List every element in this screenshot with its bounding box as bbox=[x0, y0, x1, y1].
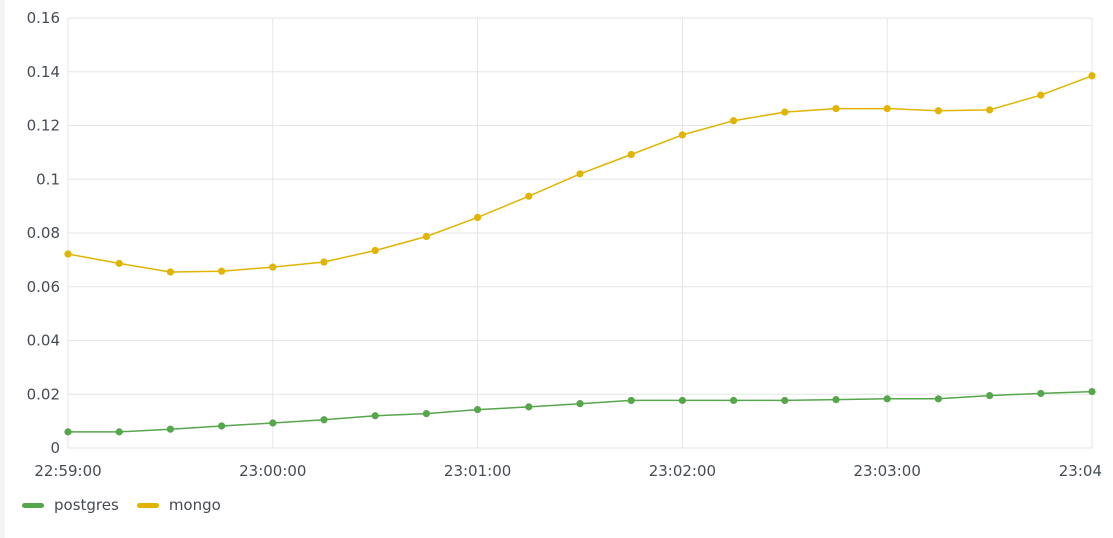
y-tick-label: 0.16 bbox=[27, 9, 60, 27]
legend-label: mongo bbox=[168, 496, 221, 514]
x-tick-label: 23:01:00 bbox=[444, 462, 511, 480]
data-point-mongo[interactable] bbox=[115, 259, 123, 267]
data-point-postgres[interactable] bbox=[474, 405, 482, 414]
data-point-mongo[interactable] bbox=[1088, 72, 1096, 80]
data-point-mongo[interactable] bbox=[269, 263, 277, 271]
y-tick-label: 0.1 bbox=[36, 170, 60, 188]
data-point-postgres[interactable] bbox=[781, 396, 789, 405]
data-point-mongo[interactable] bbox=[781, 108, 789, 116]
data-point-postgres[interactable] bbox=[525, 403, 533, 411]
data-point-postgres[interactable] bbox=[678, 396, 687, 405]
data-point-postgres[interactable] bbox=[1088, 387, 1096, 396]
data-point-postgres[interactable] bbox=[730, 396, 738, 405]
x-tick-label: 23:03:00 bbox=[854, 462, 921, 480]
data-point-postgres[interactable] bbox=[832, 396, 840, 404]
x-tick-label: 23:00:00 bbox=[239, 462, 306, 480]
y-tick-label: 0.08 bbox=[27, 224, 60, 242]
y-tick-label: 0.02 bbox=[27, 385, 60, 403]
data-point-postgres[interactable] bbox=[115, 428, 123, 436]
data-point-mongo[interactable] bbox=[627, 150, 635, 159]
data-point-postgres[interactable] bbox=[934, 395, 943, 403]
data-point-mongo[interactable] bbox=[218, 267, 226, 275]
legend-swatch bbox=[22, 502, 44, 508]
y-tick-label: 0.04 bbox=[27, 332, 60, 350]
data-point-mongo[interactable] bbox=[832, 104, 840, 113]
data-point-mongo[interactable] bbox=[1037, 91, 1045, 99]
data-point-postgres[interactable] bbox=[64, 428, 72, 436]
data-point-postgres[interactable] bbox=[1037, 389, 1045, 398]
y-tick-label: 0 bbox=[50, 439, 60, 457]
data-point-mongo[interactable] bbox=[678, 131, 687, 139]
data-point-mongo[interactable] bbox=[730, 117, 738, 125]
y-tick-label: 0.06 bbox=[27, 278, 60, 296]
legend-item-postgres[interactable]: postgres bbox=[22, 496, 119, 514]
panel-border bbox=[0, 0, 5, 538]
legend-label: postgres bbox=[54, 496, 119, 514]
data-point-mongo[interactable] bbox=[934, 107, 943, 115]
chart-legend: postgres mongo bbox=[22, 496, 221, 514]
data-point-postgres[interactable] bbox=[576, 400, 584, 408]
y-tick-label: 0.12 bbox=[27, 117, 60, 135]
line-chart[interactable]: 0 0.02 0.04 0.06 0.08 0.1 0.12 0.14 0.16 22:59:00… bbox=[0, 0, 1113, 490]
y-tick-label: 0.14 bbox=[27, 63, 60, 81]
legend-swatch bbox=[136, 502, 159, 508]
data-point-mongo[interactable] bbox=[320, 258, 328, 266]
x-tick-label: 23:04 bbox=[1059, 462, 1102, 480]
x-tick-label: 23:02:00 bbox=[649, 462, 716, 480]
data-point-postgres[interactable] bbox=[269, 419, 277, 427]
data-point-postgres[interactable] bbox=[218, 422, 226, 430]
data-point-postgres[interactable] bbox=[320, 416, 328, 424]
x-tick-label: 22:59:00 bbox=[34, 462, 101, 480]
data-point-mongo[interactable] bbox=[422, 232, 430, 241]
data-point-mongo[interactable] bbox=[474, 213, 482, 222]
data-point-mongo[interactable] bbox=[883, 104, 891, 113]
data-point-postgres[interactable] bbox=[986, 391, 994, 400]
data-point-mongo[interactable] bbox=[525, 192, 533, 200]
data-point-postgres[interactable] bbox=[371, 412, 379, 420]
data-point-mongo[interactable] bbox=[986, 106, 994, 114]
data-point-postgres[interactable] bbox=[627, 396, 635, 405]
data-point-postgres[interactable] bbox=[422, 410, 430, 418]
data-point-postgres[interactable] bbox=[883, 395, 891, 403]
data-point-mongo[interactable] bbox=[576, 170, 584, 178]
data-point-mongo[interactable] bbox=[166, 268, 174, 276]
legend-item-mongo[interactable]: mongo bbox=[136, 496, 221, 514]
data-point-postgres[interactable] bbox=[166, 425, 174, 433]
data-point-mongo[interactable] bbox=[64, 250, 72, 258]
data-point-mongo[interactable] bbox=[371, 246, 379, 255]
